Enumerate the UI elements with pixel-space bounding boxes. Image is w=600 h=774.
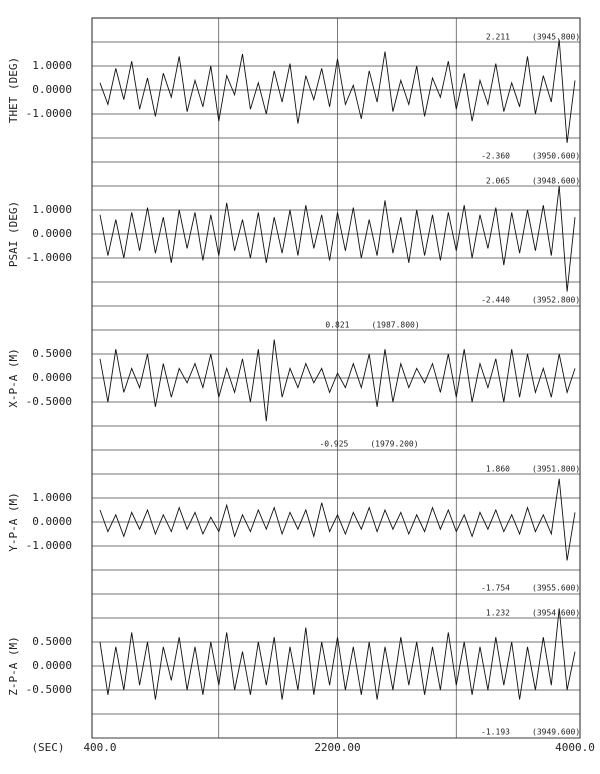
y-axis-label: PSAI (DEG) xyxy=(7,201,20,267)
y-tick-label: 1.0000 xyxy=(32,59,72,72)
signal-line xyxy=(99,39,576,143)
y-tick-label: 1.0000 xyxy=(32,491,72,504)
x-tick-label: 2200.00 xyxy=(314,741,360,754)
min-value: -1.193 xyxy=(481,728,510,737)
max-value: 1.860 xyxy=(486,465,510,474)
max-value: 2.211 xyxy=(486,33,510,42)
y-tick-label: 0.0000 xyxy=(32,659,72,672)
max-time: (3945.800) xyxy=(532,33,580,42)
y-tick-label: 0.5000 xyxy=(32,635,72,648)
min-time: (1979.200) xyxy=(370,440,418,449)
y-tick-label: -1.0000 xyxy=(26,107,72,120)
min-time: (3950.600) xyxy=(532,152,580,161)
max-time: (3951.800) xyxy=(532,465,580,474)
x-tick-label: 4000.0 xyxy=(555,741,595,754)
x-axis-label: (SEC) xyxy=(31,741,64,754)
min-value: -2.360 xyxy=(481,152,510,161)
signal-line xyxy=(99,478,576,561)
y-axis-label: THET (DEG) xyxy=(7,57,20,123)
min-time: (3952.800) xyxy=(532,296,580,305)
max-value: 0.821 xyxy=(325,321,349,330)
min-value: -2.440 xyxy=(481,296,510,305)
y-axis-label: Y-P-A (M) xyxy=(7,492,20,552)
y-tick-label: -0.5000 xyxy=(26,395,72,408)
y-tick-label: 0.0000 xyxy=(32,371,72,384)
max-time: (1987.800) xyxy=(372,321,420,330)
min-value: -1.754 xyxy=(481,584,510,593)
signal-line xyxy=(99,608,576,700)
x-tick-label: 400.0 xyxy=(83,741,116,754)
min-value: -0.925 xyxy=(319,440,348,449)
y-axis-label: X-P-A (M) xyxy=(7,348,20,408)
y-tick-label: 1.0000 xyxy=(32,203,72,216)
max-time: (3948.600) xyxy=(532,177,580,186)
y-tick-label: -0.5000 xyxy=(26,683,72,696)
y-tick-label: 0.0000 xyxy=(32,227,72,240)
y-tick-label: 0.0000 xyxy=(32,515,72,528)
signal-line xyxy=(99,185,576,292)
y-tick-label: 0.0000 xyxy=(32,83,72,96)
y-tick-label: -1.0000 xyxy=(26,539,72,552)
max-value: 2.065 xyxy=(486,177,510,186)
min-time: (3955.600) xyxy=(532,584,580,593)
y-axis-label: Z-P-A (M) xyxy=(7,636,20,696)
signal-line xyxy=(99,339,576,422)
y-tick-label: 0.5000 xyxy=(32,347,72,360)
max-value: 1.232 xyxy=(486,609,510,618)
min-time: (3949.600) xyxy=(532,728,580,737)
y-tick-label: -1.0000 xyxy=(26,251,72,264)
max-time: (3954.600) xyxy=(532,609,580,618)
